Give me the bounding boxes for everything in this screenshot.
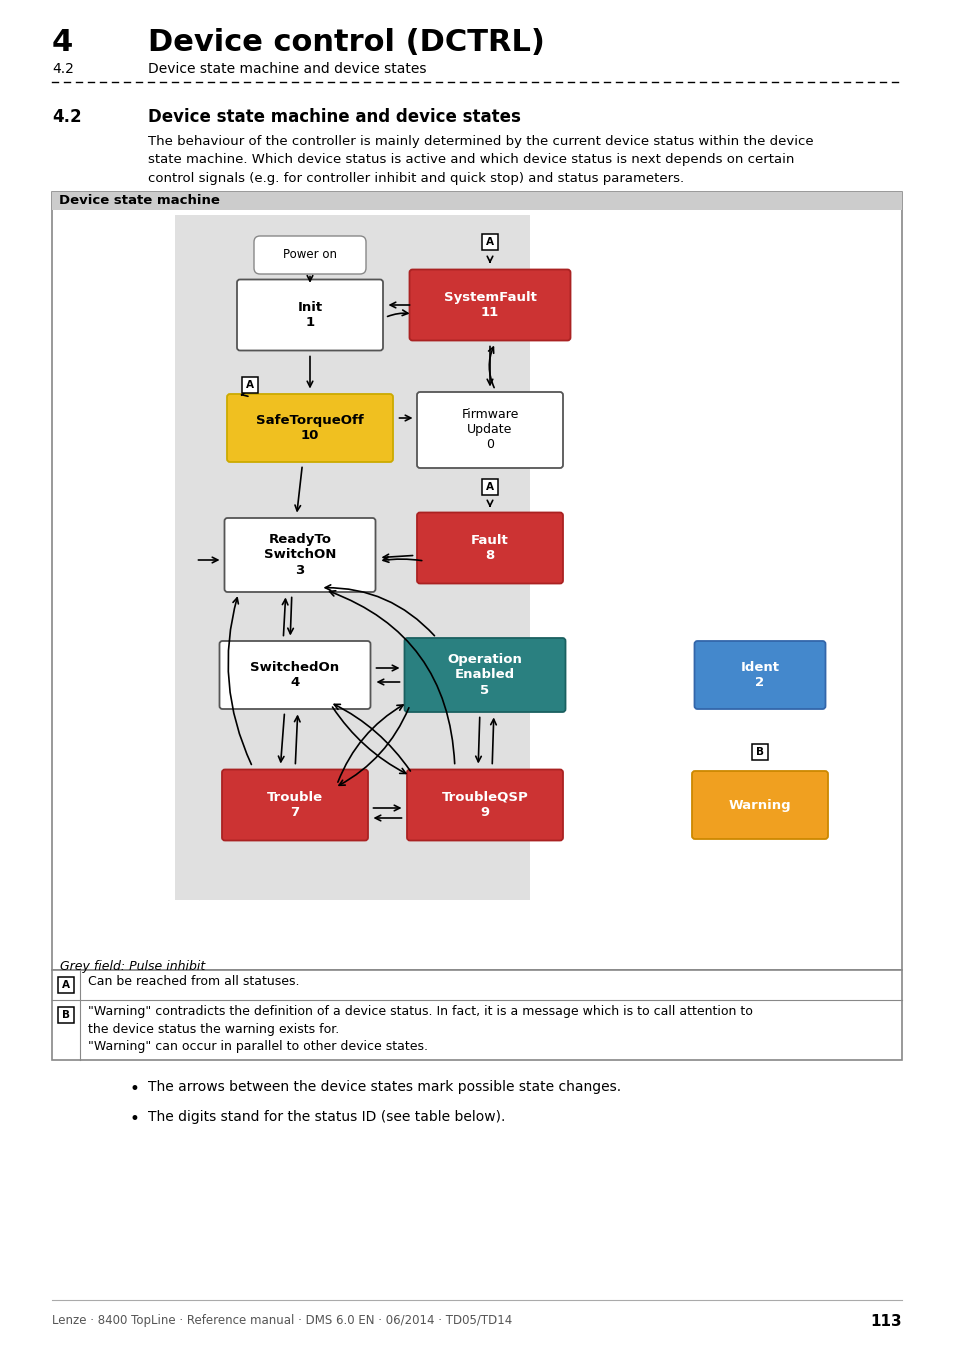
FancyArrowPatch shape <box>375 815 401 821</box>
Text: •: • <box>130 1080 140 1098</box>
FancyArrowPatch shape <box>490 720 496 764</box>
Text: Can be reached from all statuses.: Can be reached from all statuses. <box>88 975 299 988</box>
Bar <box>52 971 901 1060</box>
Text: Device control (DCTRL): Device control (DCTRL) <box>148 28 544 57</box>
FancyArrowPatch shape <box>337 705 403 782</box>
Text: A: A <box>62 980 70 990</box>
Bar <box>242 377 257 393</box>
Text: Trouble
7: Trouble 7 <box>267 791 323 819</box>
FancyBboxPatch shape <box>236 279 382 351</box>
FancyArrowPatch shape <box>373 805 399 811</box>
Text: TroubleQSP
9: TroubleQSP 9 <box>441 791 528 819</box>
Text: 4.2: 4.2 <box>52 62 73 76</box>
FancyBboxPatch shape <box>222 769 368 841</box>
Text: The arrows between the device states mark possible state changes.: The arrows between the device states mar… <box>148 1080 620 1094</box>
Text: The behaviour of the controller is mainly determined by the current device statu: The behaviour of the controller is mainl… <box>148 135 813 185</box>
Text: 4.2: 4.2 <box>52 108 82 126</box>
FancyArrowPatch shape <box>333 707 405 774</box>
Text: Firmware
Update
0: Firmware Update 0 <box>461 409 518 451</box>
FancyBboxPatch shape <box>219 641 370 709</box>
FancyArrowPatch shape <box>487 501 493 506</box>
Bar <box>52 192 901 211</box>
FancyBboxPatch shape <box>416 392 562 468</box>
Text: Operation
Enabled
5: Operation Enabled 5 <box>447 653 522 697</box>
FancyArrowPatch shape <box>383 556 421 563</box>
FancyArrowPatch shape <box>307 275 313 281</box>
FancyBboxPatch shape <box>691 771 827 838</box>
Text: Ident
2: Ident 2 <box>740 662 779 688</box>
Text: The digits stand for the status ID (see table below).: The digits stand for the status ID (see … <box>148 1110 505 1125</box>
FancyArrowPatch shape <box>228 598 252 764</box>
FancyArrowPatch shape <box>294 717 300 764</box>
FancyBboxPatch shape <box>416 513 562 583</box>
FancyArrowPatch shape <box>383 555 413 560</box>
FancyBboxPatch shape <box>224 518 375 593</box>
FancyBboxPatch shape <box>253 236 366 274</box>
FancyArrowPatch shape <box>334 705 410 771</box>
Text: B: B <box>755 747 763 757</box>
Text: Device state machine and device states: Device state machine and device states <box>148 62 426 76</box>
Text: 4: 4 <box>52 28 73 57</box>
Text: Grey field: Pulse inhibit: Grey field: Pulse inhibit <box>60 960 205 973</box>
Text: SwitchedOn
4: SwitchedOn 4 <box>251 662 339 688</box>
Text: Device state machine and device states: Device state machine and device states <box>148 108 520 126</box>
Text: Power on: Power on <box>283 248 336 262</box>
Bar <box>58 1007 74 1023</box>
FancyArrowPatch shape <box>488 347 494 387</box>
Text: Fault
8: Fault 8 <box>471 535 508 562</box>
FancyArrowPatch shape <box>278 714 284 761</box>
Text: A: A <box>485 238 494 247</box>
Text: "Warning" contradicts the definition of a device status. In fact, it is a messag: "Warning" contradicts the definition of … <box>88 1004 752 1053</box>
Text: B: B <box>62 1010 70 1021</box>
Bar <box>174 215 530 900</box>
Bar <box>58 977 74 994</box>
Bar <box>52 192 901 971</box>
FancyBboxPatch shape <box>407 769 562 841</box>
FancyArrowPatch shape <box>338 707 409 786</box>
FancyArrowPatch shape <box>307 356 313 387</box>
FancyArrowPatch shape <box>476 717 480 761</box>
FancyArrowPatch shape <box>198 558 217 563</box>
Text: Warning: Warning <box>728 798 790 811</box>
FancyArrowPatch shape <box>294 467 302 510</box>
Text: A: A <box>485 482 494 491</box>
Text: Device state machine: Device state machine <box>59 194 219 207</box>
FancyArrowPatch shape <box>329 591 455 764</box>
Text: Init
1: Init 1 <box>297 301 322 329</box>
Bar <box>481 479 497 495</box>
Text: SafeTorqueOff
10: SafeTorqueOff 10 <box>255 414 363 441</box>
FancyArrowPatch shape <box>325 585 434 636</box>
Text: Lenze · 8400 TopLine · Reference manual · DMS 6.0 EN · 06/2014 · TD05/TD14: Lenze · 8400 TopLine · Reference manual … <box>52 1314 512 1327</box>
FancyArrowPatch shape <box>487 347 493 385</box>
FancyBboxPatch shape <box>694 641 824 709</box>
FancyBboxPatch shape <box>227 394 393 462</box>
FancyArrowPatch shape <box>241 392 248 397</box>
FancyArrowPatch shape <box>377 679 399 684</box>
Text: •: • <box>130 1110 140 1129</box>
FancyArrowPatch shape <box>288 597 293 633</box>
Text: A: A <box>246 379 253 390</box>
FancyArrowPatch shape <box>375 666 397 671</box>
FancyBboxPatch shape <box>404 639 565 711</box>
Text: 113: 113 <box>869 1314 901 1328</box>
FancyArrowPatch shape <box>399 416 411 421</box>
FancyArrowPatch shape <box>390 302 409 308</box>
FancyArrowPatch shape <box>282 599 288 636</box>
FancyArrowPatch shape <box>487 256 493 262</box>
Bar <box>481 234 497 250</box>
FancyArrowPatch shape <box>387 310 408 316</box>
FancyBboxPatch shape <box>409 270 570 340</box>
Bar <box>751 744 767 760</box>
Text: SystemFault
11: SystemFault 11 <box>443 292 536 319</box>
Text: ReadyTo
SwitchON
3: ReadyTo SwitchON 3 <box>264 533 335 576</box>
